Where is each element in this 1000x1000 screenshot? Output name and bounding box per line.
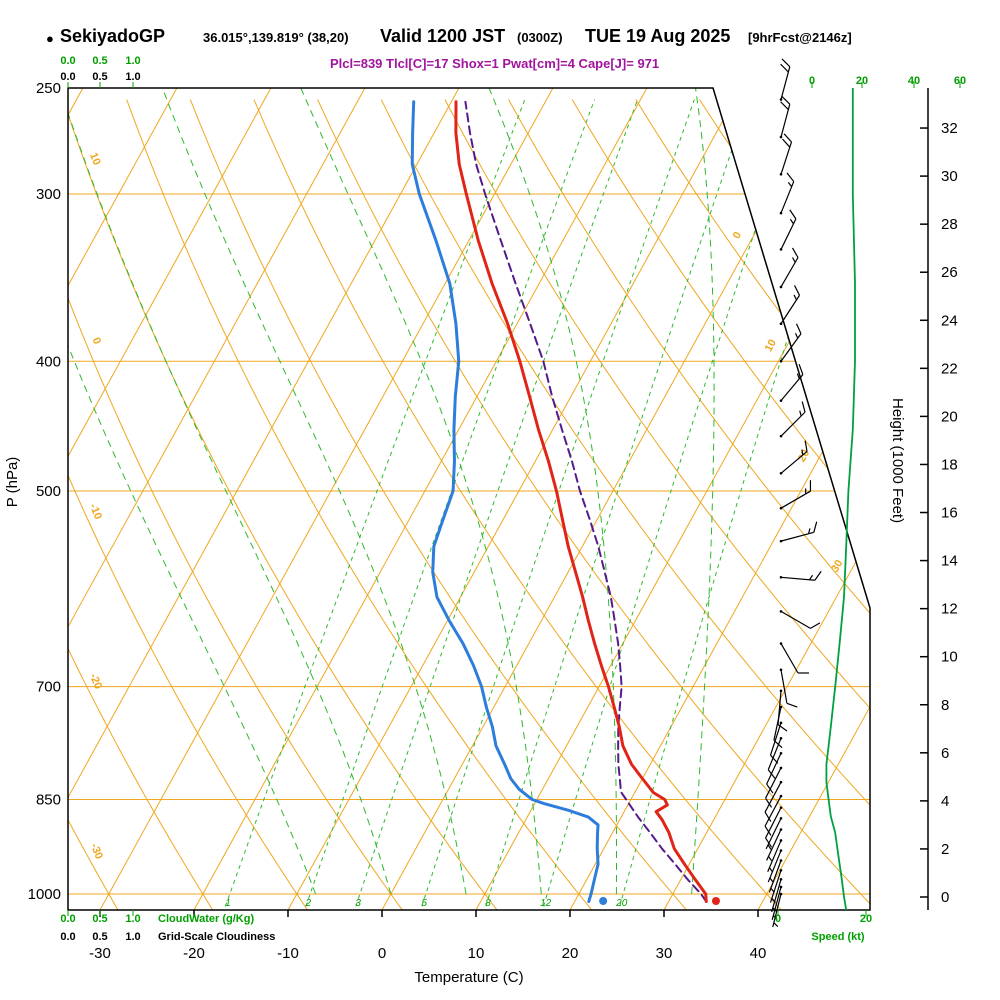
station-name: SekiyadoGP xyxy=(60,26,166,46)
svg-text:1.0: 1.0 xyxy=(125,913,140,925)
grid-line-labels: 0 10 20 30 10 0 -10 -20 -30 xyxy=(87,151,846,861)
svg-text:32: 32 xyxy=(941,120,958,137)
svg-text:1.0: 1.0 xyxy=(125,71,140,83)
svg-text:0: 0 xyxy=(941,889,949,906)
svg-text:0.0: 0.0 xyxy=(60,55,75,67)
svg-text:Height (1000 Feet): Height (1000 Feet) xyxy=(889,398,906,523)
svg-text:1000: 1000 xyxy=(28,886,61,903)
cloud-scales: 0.0 0.0 0.0 0.0 0.5 0.5 0.5 0.5 1.0 1.0 1.0 1.0 Clou… xyxy=(60,55,966,943)
svg-text:28: 28 xyxy=(941,216,958,233)
valid-time-label: Valid 1200 JST xyxy=(380,26,506,46)
svg-text:0.0: 0.0 xyxy=(60,931,75,943)
svg-text:10: 10 xyxy=(763,337,779,354)
station-coordinates: 36.015°,139.819° (38,20) xyxy=(203,30,349,45)
svg-text:0.5: 0.5 xyxy=(92,913,107,925)
svg-text:40: 40 xyxy=(750,945,767,962)
svg-text:400: 400 xyxy=(36,353,61,370)
svg-text:500: 500 xyxy=(36,483,61,500)
skewt-grid xyxy=(68,88,870,910)
svg-text:-30: -30 xyxy=(89,945,111,962)
svg-text:20: 20 xyxy=(796,448,812,465)
svg-text:Speed (kt): Speed (kt) xyxy=(811,931,865,943)
surface-dewpoint-dot xyxy=(599,897,608,905)
svg-text:-20: -20 xyxy=(183,945,205,962)
svg-text:0: 0 xyxy=(775,913,781,925)
svg-text:Grid-Scale Cloudiness: Grid-Scale Cloudiness xyxy=(158,931,275,943)
svg-text:-30: -30 xyxy=(88,842,105,861)
svg-text:CloudWater (g/Kg): CloudWater (g/Kg) xyxy=(158,913,254,925)
svg-text:300: 300 xyxy=(36,186,61,203)
svg-text:250: 250 xyxy=(36,80,61,97)
valid-date: TUE 19 Aug 2025 xyxy=(585,26,731,46)
svg-text:24: 24 xyxy=(941,312,958,329)
svg-text:26: 26 xyxy=(941,264,958,281)
svg-text:12: 12 xyxy=(540,898,552,909)
svg-text:700: 700 xyxy=(36,679,61,696)
svg-text:0.5: 0.5 xyxy=(92,931,107,943)
svg-text:40: 40 xyxy=(908,75,920,87)
forecast-tag: [9hrFcst@2146z] xyxy=(748,30,852,45)
svg-text:P (hPa): P (hPa) xyxy=(4,457,21,508)
svg-text:-10: -10 xyxy=(277,945,299,962)
svg-text:3: 3 xyxy=(355,898,361,909)
svg-text:2: 2 xyxy=(941,841,949,858)
svg-text:-20: -20 xyxy=(87,672,104,691)
svg-text:0: 0 xyxy=(731,230,744,241)
stability-indices: Plcl=839 Tlcl[C]=17 Shox=1 Pwat[cm]=4 Ca… xyxy=(330,56,660,71)
svg-text:22: 22 xyxy=(941,360,958,377)
svg-text:16: 16 xyxy=(941,505,958,522)
svg-text:1: 1 xyxy=(225,898,231,909)
svg-text:-10: -10 xyxy=(87,502,104,521)
svg-text:10: 10 xyxy=(87,151,103,167)
valid-time-utc: (0300Z) xyxy=(517,30,563,45)
svg-text:18: 18 xyxy=(941,456,958,473)
svg-text:5: 5 xyxy=(421,898,427,909)
svg-text:8: 8 xyxy=(485,898,491,909)
svg-text:0.0: 0.0 xyxy=(60,913,75,925)
svg-text:Temperature (C): Temperature (C) xyxy=(414,969,523,986)
svg-text:0: 0 xyxy=(90,336,103,346)
temperature-line xyxy=(454,100,708,904)
svg-text:8: 8 xyxy=(941,697,949,714)
svg-text:30: 30 xyxy=(941,168,958,185)
svg-text:10: 10 xyxy=(468,945,485,962)
surface-temperature-dot xyxy=(711,897,720,905)
svg-text:0.5: 0.5 xyxy=(92,71,107,83)
svg-text:0.5: 0.5 xyxy=(92,55,107,67)
svg-text:20: 20 xyxy=(860,913,872,925)
wind-barbs xyxy=(764,58,822,928)
svg-text:0: 0 xyxy=(378,945,386,962)
mixing-ratio-labels: 1 2 3 5 8 12 20 xyxy=(225,898,628,909)
svg-text:10: 10 xyxy=(941,649,958,666)
svg-text:2: 2 xyxy=(305,898,312,909)
svg-text:850: 850 xyxy=(36,792,61,809)
svg-text:12: 12 xyxy=(941,601,958,618)
svg-text:60: 60 xyxy=(954,75,966,87)
svg-text:4: 4 xyxy=(941,793,949,810)
svg-text:0: 0 xyxy=(809,75,815,87)
dewpoint-line xyxy=(410,100,600,904)
svg-text:20: 20 xyxy=(941,408,958,425)
svg-text:14: 14 xyxy=(941,553,958,570)
plot-frame xyxy=(67,87,871,911)
svg-text:30: 30 xyxy=(829,558,845,575)
svg-text:1.0: 1.0 xyxy=(125,931,140,943)
svg-text:20: 20 xyxy=(562,945,579,962)
station-bullet-icon: ● xyxy=(46,31,54,46)
svg-text:0.0: 0.0 xyxy=(60,71,75,83)
svg-text:6: 6 xyxy=(941,745,949,762)
svg-text:20: 20 xyxy=(615,898,628,909)
wind-speed-line xyxy=(825,88,856,911)
parcel-path-line xyxy=(464,100,708,903)
chart-header: ● SekiyadoGP 36.015°,139.819° (38,20) Va… xyxy=(0,0,1000,80)
svg-text:20: 20 xyxy=(856,75,868,87)
svg-text:1.0: 1.0 xyxy=(125,55,140,67)
svg-text:30: 30 xyxy=(656,945,673,962)
